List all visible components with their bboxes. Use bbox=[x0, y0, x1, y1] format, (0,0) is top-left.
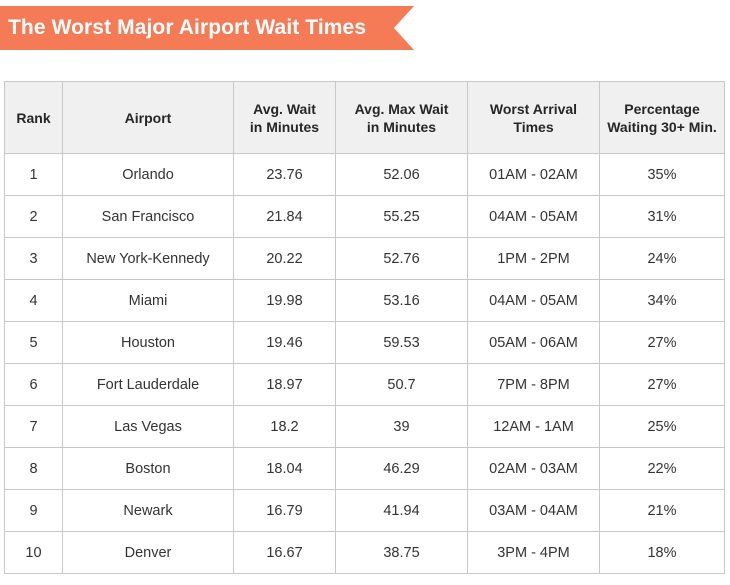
table-row: 8 Boston 18.04 46.29 02AM - 03AM 22% bbox=[4, 447, 725, 490]
cell-avg-wait: 23.76 bbox=[233, 153, 336, 196]
cell-avg-max-wait: 46.29 bbox=[335, 447, 468, 490]
cell-percentage-waiting: 22% bbox=[599, 447, 725, 490]
cell-worst-arrival-times: 02AM - 03AM bbox=[467, 447, 600, 490]
column-header-percentage-waiting: Percentage Waiting 30+ Min. bbox=[599, 81, 725, 154]
cell-avg-max-wait: 52.06 bbox=[335, 153, 468, 196]
table-row: 9 Newark 16.79 41.94 03AM - 04AM 21% bbox=[4, 489, 725, 532]
cell-worst-arrival-times: 05AM - 06AM bbox=[467, 321, 600, 364]
cell-percentage-waiting: 24% bbox=[599, 237, 725, 280]
cell-airport: Denver bbox=[62, 531, 234, 574]
cell-rank: 10 bbox=[4, 531, 63, 574]
cell-avg-max-wait: 59.53 bbox=[335, 321, 468, 364]
cell-percentage-waiting: 25% bbox=[599, 405, 725, 448]
cell-avg-wait: 16.67 bbox=[233, 531, 336, 574]
table-row: 6 Fort Lauderdale 18.97 50.7 7PM - 8PM 27% bbox=[4, 363, 725, 406]
cell-avg-wait: 20.22 bbox=[233, 237, 336, 280]
column-header-avg-max-wait: Avg. Max Wait in Minutes bbox=[335, 81, 468, 154]
page-title: The Worst Major Airport Wait Times bbox=[8, 16, 367, 39]
table-body: 1 Orlando 23.76 52.06 01AM - 02AM 35% 2 San Fra… bbox=[4, 153, 725, 574]
column-header-avg-wait: Avg. Wait in Minutes bbox=[233, 81, 336, 154]
cell-avg-wait: 19.98 bbox=[233, 279, 336, 322]
cell-rank: 6 bbox=[4, 363, 63, 406]
cell-avg-wait: 16.79 bbox=[233, 489, 336, 532]
cell-avg-wait: 18.04 bbox=[233, 447, 336, 490]
cell-percentage-waiting: 34% bbox=[599, 279, 725, 322]
cell-percentage-waiting: 31% bbox=[599, 195, 725, 238]
cell-worst-arrival-times: 01AM - 02AM bbox=[467, 153, 600, 196]
table-row: 10 Denver 16.67 38.75 3PM - 4PM 18% bbox=[4, 531, 725, 574]
column-header-worst-arrival-times: Worst Arrival Times bbox=[467, 81, 600, 154]
cell-worst-arrival-times: 7PM - 8PM bbox=[467, 363, 600, 406]
cell-avg-max-wait: 50.7 bbox=[335, 363, 468, 406]
column-header-line: Percentage bbox=[624, 100, 700, 117]
cell-avg-max-wait: 53.16 bbox=[335, 279, 468, 322]
cell-airport: Las Vegas bbox=[62, 405, 234, 448]
cell-avg-wait: 21.84 bbox=[233, 195, 336, 238]
column-header-line: Rank bbox=[16, 109, 51, 126]
cell-airport: Houston bbox=[62, 321, 234, 364]
cell-avg-max-wait: 38.75 bbox=[335, 531, 468, 574]
cell-rank: 7 bbox=[4, 405, 63, 448]
cell-rank: 1 bbox=[4, 153, 63, 196]
cell-airport: San Francisco bbox=[62, 195, 234, 238]
cell-avg-max-wait: 39 bbox=[335, 405, 468, 448]
cell-rank: 4 bbox=[4, 279, 63, 322]
table-row: 4 Miami 19.98 53.16 04AM - 05AM 34% bbox=[4, 279, 725, 322]
table-row: 5 Houston 19.46 59.53 05AM - 06AM 27% bbox=[4, 321, 725, 364]
table-row: 1 Orlando 23.76 52.06 01AM - 02AM 35% bbox=[4, 153, 725, 196]
table-row: 7 Las Vegas 18.2 39 12AM - 1AM 25% bbox=[4, 405, 725, 448]
cell-percentage-waiting: 21% bbox=[599, 489, 725, 532]
column-header-line: in Minutes bbox=[366, 118, 437, 135]
cell-worst-arrival-times: 1PM - 2PM bbox=[467, 237, 600, 280]
cell-airport: Newark bbox=[62, 489, 234, 532]
cell-airport: New York-Kennedy bbox=[62, 237, 234, 280]
column-header-line: Airport bbox=[124, 109, 172, 126]
cell-rank: 8 bbox=[4, 447, 63, 490]
cell-avg-max-wait: 52.76 bbox=[335, 237, 468, 280]
cell-worst-arrival-times: 04AM - 05AM bbox=[467, 195, 600, 238]
cell-avg-wait: 18.2 bbox=[233, 405, 336, 448]
cell-rank: 2 bbox=[4, 195, 63, 238]
cell-airport: Miami bbox=[62, 279, 234, 322]
cell-rank: 3 bbox=[4, 237, 63, 280]
cell-worst-arrival-times: 12AM - 1AM bbox=[467, 405, 600, 448]
cell-rank: 5 bbox=[4, 321, 63, 364]
cell-worst-arrival-times: 3PM - 4PM bbox=[467, 531, 600, 574]
column-header-line: in Minutes bbox=[249, 118, 320, 135]
column-header-line: Avg. Max Wait bbox=[354, 100, 449, 117]
cell-percentage-waiting: 27% bbox=[599, 321, 725, 364]
wait-times-table: Rank Airport Avg. Wait in Minutes Avg. Max W… bbox=[4, 81, 725, 574]
cell-worst-arrival-times: 03AM - 04AM bbox=[467, 489, 600, 532]
cell-percentage-waiting: 18% bbox=[599, 531, 725, 574]
cell-percentage-waiting: 27% bbox=[599, 363, 725, 406]
cell-worst-arrival-times: 04AM - 05AM bbox=[467, 279, 600, 322]
column-header-line: Times bbox=[513, 118, 554, 135]
cell-rank: 9 bbox=[4, 489, 63, 532]
column-header-line: Waiting 30+ Min. bbox=[607, 118, 717, 135]
cell-avg-wait: 18.97 bbox=[233, 363, 336, 406]
banner-ribbon-shape bbox=[0, 6, 414, 50]
cell-airport: Orlando bbox=[62, 153, 234, 196]
cell-airport: Fort Lauderdale bbox=[62, 363, 234, 406]
cell-airport: Boston bbox=[62, 447, 234, 490]
column-header-line: Avg. Wait bbox=[253, 100, 316, 117]
table-row: 2 San Francisco 21.84 55.25 04AM - 05AM 31% bbox=[4, 195, 725, 238]
cell-avg-max-wait: 41.94 bbox=[335, 489, 468, 532]
table-row: 3 New York-Kennedy 20.22 52.76 1PM - 2PM 24% bbox=[4, 237, 725, 280]
cell-percentage-waiting: 35% bbox=[599, 153, 725, 196]
wait-times-table-container: Rank Airport Avg. Wait in Minutes Avg. Max W… bbox=[4, 81, 725, 574]
cell-avg-max-wait: 55.25 bbox=[335, 195, 468, 238]
table-header-row: Rank Airport Avg. Wait in Minutes Avg. Max W… bbox=[4, 81, 725, 154]
cell-avg-wait: 19.46 bbox=[233, 321, 336, 364]
title-banner: The Worst Major Airport Wait Times bbox=[0, 6, 414, 50]
column-header-airport: Airport bbox=[62, 81, 234, 154]
column-header-line: Worst Arrival bbox=[489, 100, 578, 117]
column-header-rank: Rank bbox=[4, 81, 63, 154]
